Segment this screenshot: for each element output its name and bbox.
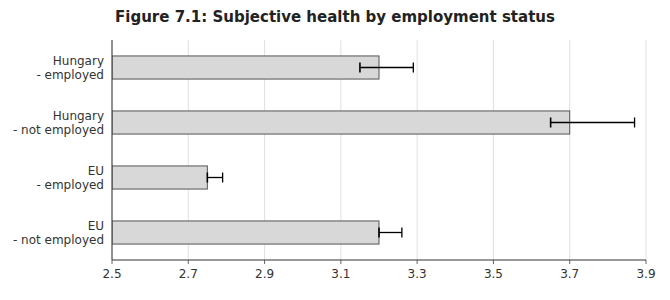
bar: [112, 111, 570, 134]
category-label: EU- employed: [36, 164, 104, 192]
category-label: EU- not employed: [13, 219, 104, 247]
tick-label: 3.3: [408, 267, 427, 281]
tick-mark: [340, 260, 341, 264]
bar: [112, 56, 379, 79]
tick-mark: [264, 260, 265, 264]
bar: [112, 166, 207, 189]
y-axis: Hungary- employed Hungary- not employed EU…: [13, 54, 104, 247]
tick-label: 3.5: [484, 267, 503, 281]
grid-line: [112, 40, 113, 260]
grid-line: [646, 40, 647, 260]
grid-line: [569, 40, 570, 260]
x-axis-line: [112, 260, 646, 261]
tick-label: 3.9: [636, 267, 655, 281]
tick-label: 3.7: [560, 267, 579, 281]
y-axis-line: [112, 40, 113, 260]
tick-label: 2.7: [179, 267, 198, 281]
tick-label: 2.9: [255, 267, 274, 281]
tick-mark: [112, 260, 113, 264]
title: Figure 7.1: Subjective health by employm…: [115, 8, 555, 26]
tick-label: 3.1: [331, 267, 350, 281]
tick-mark: [188, 260, 189, 264]
grid: [112, 40, 646, 260]
bar: [112, 221, 379, 244]
plot-area: [112, 56, 635, 244]
tick-mark: [417, 260, 418, 264]
tick-mark: [646, 260, 647, 264]
grid-line: [417, 40, 418, 260]
category-label: Hungary- employed: [36, 54, 104, 82]
error-bar: [360, 63, 413, 73]
chart-container: Figure 7.1: Subjective health by employm…: [0, 0, 670, 300]
chart: Figure 7.1: Subjective health by employm…: [0, 0, 670, 300]
x-axis: 2.5 2.7 2.9 3.1 3.3 3.5 3.7 3.9: [102, 260, 655, 281]
tick-label: 2.5: [102, 267, 121, 281]
tick-mark: [493, 260, 494, 264]
error-bar: [379, 228, 402, 238]
error-bar: [207, 173, 222, 183]
error-bar: [551, 118, 635, 128]
grid-line: [493, 40, 494, 260]
tick-mark: [569, 260, 570, 264]
category-label: Hungary- not employed: [13, 109, 104, 137]
